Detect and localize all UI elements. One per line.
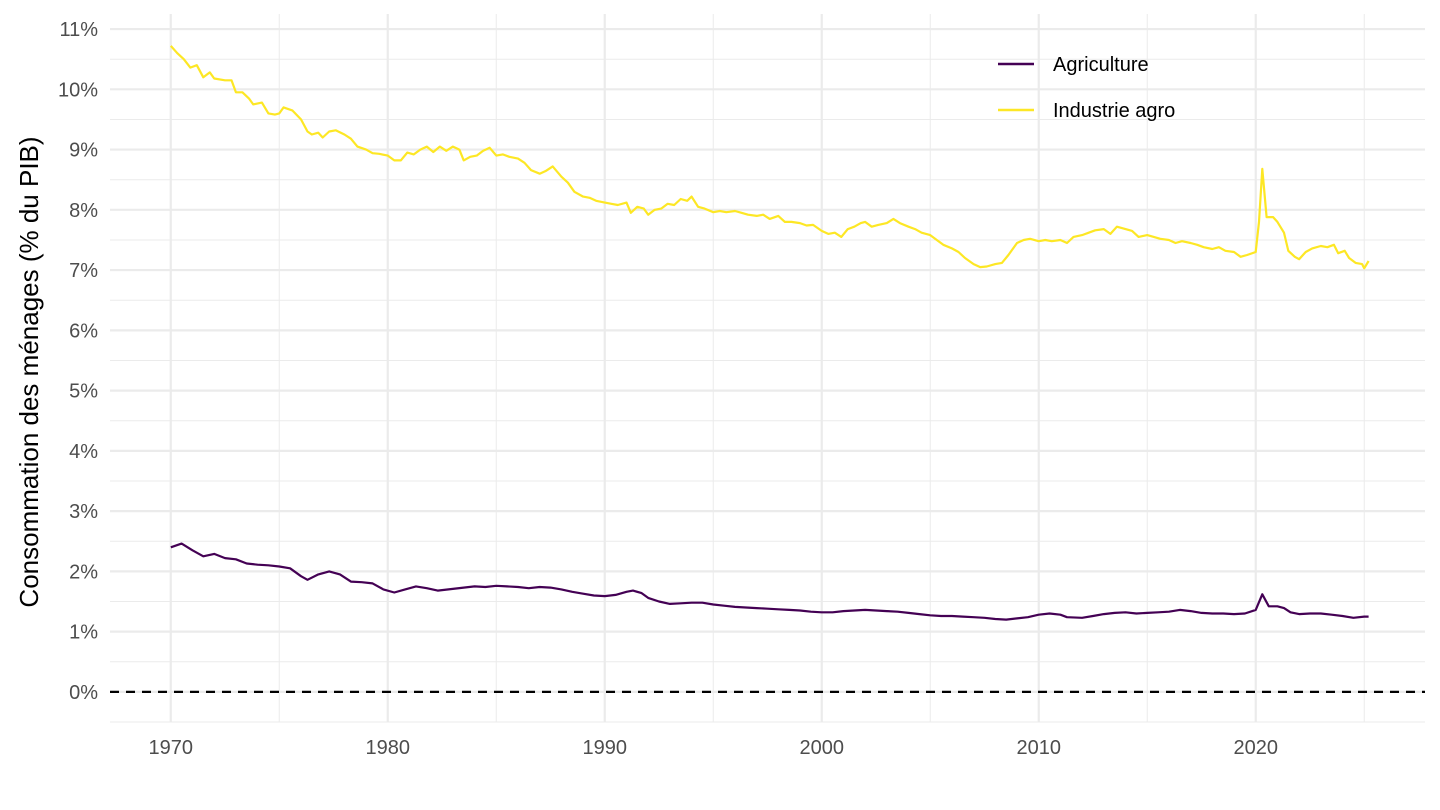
y-tick-label: 5% <box>69 381 98 403</box>
y-tick-label: 8% <box>69 200 98 222</box>
x-tick-label: 1980 <box>366 737 411 759</box>
series-layer <box>169 45 1370 621</box>
x-tick-label: 2000 <box>799 737 844 759</box>
y-tick-label: 4% <box>69 441 98 463</box>
grid-major <box>110 14 1425 722</box>
series-line-industrie-agro <box>169 45 1370 270</box>
x-tick-label: 1990 <box>583 737 628 759</box>
legend-label: Industrie agro <box>1053 100 1175 122</box>
x-tick-label: 1970 <box>149 737 194 759</box>
legend: Agriculture Industrie agro <box>998 54 1175 122</box>
y-axis-title: Consommation des ménages (% du PIB) <box>14 136 44 607</box>
x-tick-label: 2010 <box>1016 737 1061 759</box>
y-tick-label: 11% <box>59 19 98 41</box>
y-tick-label: 9% <box>69 140 98 162</box>
y-tick-label: 0% <box>69 682 98 704</box>
y-tick-label: 10% <box>58 79 98 101</box>
legend-label: Agriculture <box>1053 54 1149 76</box>
y-tick-label: 3% <box>69 501 98 523</box>
y-tick-label: 2% <box>69 561 98 583</box>
series-line-agriculture <box>170 542 1369 621</box>
x-tick-label: 2020 <box>1233 737 1278 759</box>
y-axis-tick-labels: 0% 1% 2% 3% 4% 5% 6% 7% 8% 9% 10% 11% <box>58 19 98 704</box>
x-axis-tick-labels: 1970 1980 1990 2000 2010 2020 <box>149 737 1278 759</box>
y-tick-label: 1% <box>69 622 98 644</box>
y-tick-label: 6% <box>69 320 98 342</box>
y-tick-label: 7% <box>69 260 98 282</box>
grid-minor <box>110 14 1425 723</box>
